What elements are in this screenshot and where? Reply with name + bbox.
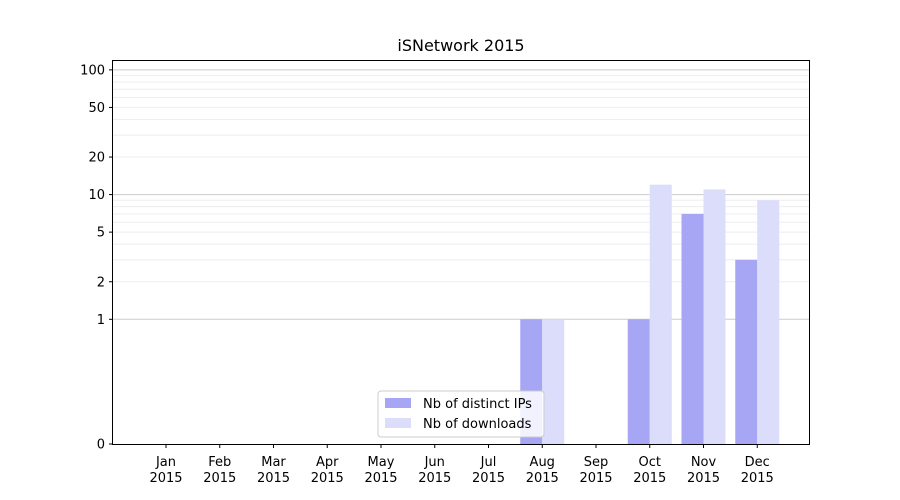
x-tick-label-year: 2015 (364, 471, 397, 486)
plot-frame (112, 60, 810, 445)
y-tick-label: 0 (97, 438, 105, 453)
legend-box (377, 390, 545, 438)
x-tick-label-year: 2015 (741, 471, 774, 486)
x-tick-label-year: 2015 (526, 471, 559, 486)
x-tick-label-month: Mar (261, 455, 286, 470)
bars (520, 184, 780, 444)
x-tick-label-month: Oct (639, 455, 661, 470)
legend: Nb of distinct IPs Nb of downloads (377, 390, 545, 438)
y-tick-label: 10 (88, 188, 105, 203)
bar-downloads (757, 200, 780, 444)
bar-downloads (649, 184, 672, 444)
x-tick-label-year: 2015 (633, 471, 666, 486)
x-tick-label-year: 2015 (687, 471, 720, 486)
x-tick-label-year: 2015 (579, 471, 612, 486)
bar-distinct-ips (681, 213, 704, 444)
x-tick-label-year: 2015 (257, 471, 290, 486)
bar-distinct-ips (627, 319, 650, 444)
x-tick-label-month: Aug (530, 455, 555, 470)
chart-title: iSNetwork 2015 (397, 36, 524, 55)
x-tick-label-year: 2015 (472, 471, 505, 486)
legend-swatch (385, 418, 411, 428)
x-tick-label-month: Sep (584, 455, 609, 470)
y-tick-label: 1 (97, 313, 105, 328)
y-tick-label: 2 (97, 275, 105, 290)
x-tick-label-year: 2015 (149, 471, 182, 486)
y-tick-label: 5 (97, 226, 105, 241)
x-tick-label-year: 2015 (311, 471, 344, 486)
legend-label: Nb of distinct IPs (423, 397, 532, 412)
grid (113, 69, 809, 320)
bar-downloads (542, 319, 565, 444)
x-tick-label-month: Jan (155, 455, 176, 470)
x-tick-label-month: Apr (316, 455, 339, 470)
x-tick-label-month: Jun (424, 455, 445, 470)
x-tick-label-year: 2015 (418, 471, 451, 486)
x-tick-label-year: 2015 (203, 471, 236, 486)
bar-distinct-ips (735, 259, 758, 444)
legend-label: Nb of downloads (423, 417, 532, 432)
x-tick-label-month: Jul (480, 455, 497, 470)
x-tick-label-month: May (368, 455, 395, 470)
y-tick-label: 100 (80, 63, 105, 78)
legend-swatch (385, 398, 411, 408)
y-tick-label: 50 (88, 101, 105, 116)
x-tick-label-month: Nov (691, 455, 717, 470)
y-tick-label: 20 (88, 151, 105, 166)
x-tick-label-month: Dec (745, 455, 770, 470)
bar-downloads (703, 189, 726, 444)
y-axis: 0 1 2 5 10 20 50 100 (80, 63, 113, 453)
x-tick-label-month: Feb (208, 455, 231, 470)
x-axis: Jan2015Feb2015Mar2015Apr2015May2015Jun20… (149, 444, 774, 486)
